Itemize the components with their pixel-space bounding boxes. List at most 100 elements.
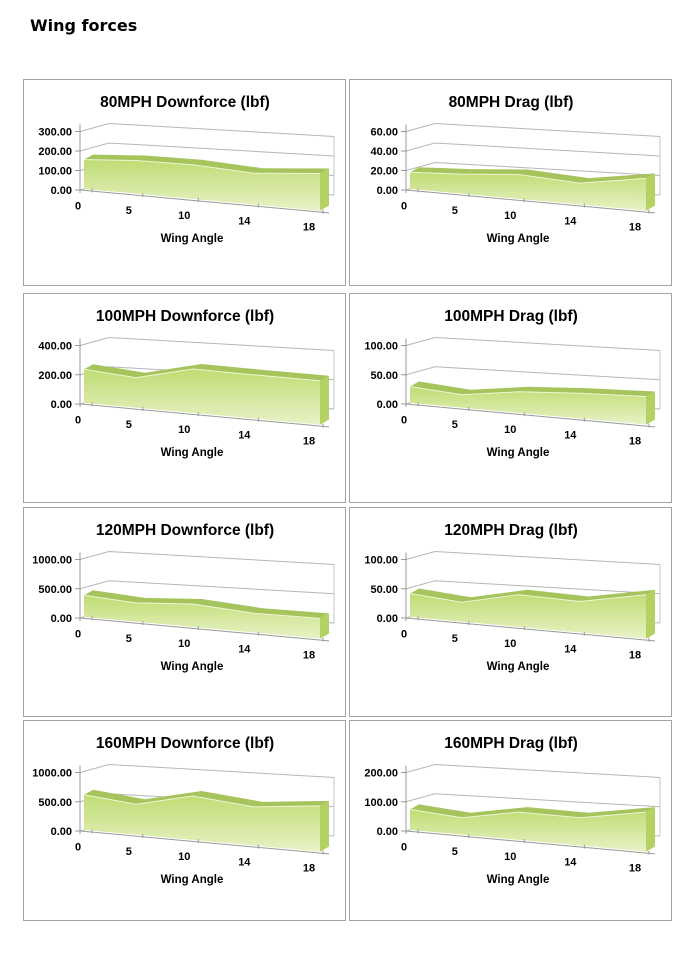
area-top-band: [410, 804, 655, 818]
y-tick-label: 200.00: [38, 146, 72, 158]
area-series: [84, 794, 320, 852]
x-axis-title: Wing Angle: [487, 447, 550, 459]
x-tick-label: 14: [238, 430, 251, 442]
x-tick-label: 5: [126, 846, 132, 858]
y-tick-label: 50.00: [370, 370, 398, 382]
x-axis-title: Wing Angle: [161, 661, 224, 673]
chart-canvas: 0.00 500.00 1000.00 0 5 10 14 18 Wing Angle 160MP…: [32, 735, 335, 886]
chart-panel-100mph-drag-lbf[interactable]: 0.00 50.00 100.00 0 5 10 14 18 Wing Angle 100MPH …: [349, 293, 672, 503]
chart-canvas: 0.00 50.00 100.00 0 5 10 14 18 Wing Angle 100MPH …: [364, 308, 661, 459]
chart-title: 80MPH Drag (lbf): [449, 94, 574, 111]
y-tick-label: 200.00: [364, 768, 398, 780]
chart-canvas: 0.00 500.00 1000.00 0 5 10 14 18 Wing Angle 120MP…: [32, 522, 335, 673]
x-axis-title: Wing Angle: [487, 661, 550, 673]
y-tick-label: 0.00: [51, 613, 72, 625]
area-series: [410, 809, 646, 852]
chart-title: 100MPH Downforce (lbf): [96, 308, 274, 325]
x-tick-label: 10: [504, 851, 516, 863]
area-side-face: [646, 391, 655, 425]
area-top-band: [410, 381, 655, 397]
chart-panel-80mph-downforce-lbf[interactable]: 0.00 100.00 200.00 300.00 0 5 10 14 18 Wing Angle…: [23, 79, 346, 286]
x-tick-label: 5: [126, 633, 132, 645]
y-tick-label: 500.00: [38, 584, 72, 596]
x-tick-label: 18: [629, 222, 641, 234]
x-tick-label: 0: [401, 628, 407, 640]
x-tick-label: 14: [564, 216, 577, 228]
chart-canvas: 0.00 100.00 200.00 0 5 10 14 18 Wing Angle 160MPH…: [364, 735, 661, 886]
y-tick-label: 0.00: [377, 613, 398, 625]
area-series: [410, 172, 646, 211]
x-tick-label: 14: [238, 644, 251, 656]
area-series: [410, 386, 646, 425]
y-tick-label: 100.00: [38, 166, 72, 178]
x-tick-label: 18: [629, 436, 641, 448]
area-side-face: [320, 800, 329, 852]
area-series: [84, 369, 320, 425]
y-tick-label: 0.00: [377, 399, 398, 411]
area-top-band: [410, 588, 655, 603]
area-series: [410, 593, 646, 639]
x-tick-label: 10: [178, 210, 190, 222]
chart-panel-160mph-drag-lbf[interactable]: 0.00 100.00 200.00 0 5 10 14 18 Wing Angle 160MPH…: [349, 720, 672, 921]
y-tick-label: 0.00: [51, 826, 72, 838]
chart-title: 100MPH Drag (lbf): [444, 308, 578, 325]
x-tick-label: 10: [178, 851, 190, 863]
chart-title: 120MPH Drag (lbf): [444, 522, 578, 539]
x-tick-label: 5: [452, 633, 458, 645]
area-top-band: [84, 154, 329, 174]
y-tick-label: 500.00: [38, 797, 72, 809]
x-tick-label: 5: [126, 419, 132, 431]
x-tick-label: 0: [401, 414, 407, 426]
y-tick-label: 60.00: [370, 127, 398, 139]
page-heading: Wing forces: [30, 16, 138, 35]
x-tick-label: 10: [178, 424, 190, 436]
x-tick-label: 18: [303, 863, 315, 875]
area-top-band: [410, 167, 655, 184]
chart-title: 160MPH Drag (lbf): [444, 735, 578, 752]
x-axis-title: Wing Angle: [487, 233, 550, 245]
y-tick-label: 20.00: [370, 166, 398, 178]
x-tick-label: 14: [564, 857, 577, 869]
x-tick-label: 0: [401, 200, 407, 212]
y-tick-label: 100.00: [364, 797, 398, 809]
chart-panel-120mph-downforce-lbf[interactable]: 0.00 500.00 1000.00 0 5 10 14 18 Wing Angle 120MP…: [23, 507, 346, 717]
y-tick-label: 200.00: [38, 370, 72, 382]
x-tick-label: 18: [629, 863, 641, 875]
y-tick-label: 1000.00: [32, 555, 72, 567]
y-tick-label: 1000.00: [32, 768, 72, 780]
y-tick-label: 0.00: [51, 399, 72, 411]
x-tick-label: 10: [178, 638, 190, 650]
chart-canvas: 0.00 200.00 400.00 0 5 10 14 18 Wing Angle 100MPH…: [38, 308, 335, 459]
y-tick-label: 300.00: [38, 127, 72, 139]
x-tick-label: 18: [303, 222, 315, 234]
area-side-face: [646, 589, 655, 639]
x-tick-label: 18: [303, 650, 315, 662]
area-top-band: [84, 590, 329, 619]
x-tick-label: 0: [75, 414, 81, 426]
x-tick-label: 0: [75, 628, 81, 640]
area-side-face: [646, 807, 655, 852]
chart-canvas: 0.00 50.00 100.00 0 5 10 14 18 Wing Angle 120MPH …: [364, 522, 661, 673]
y-tick-label: 0.00: [377, 826, 398, 838]
x-tick-label: 0: [401, 841, 407, 853]
x-tick-label: 10: [504, 424, 516, 436]
chart-panel-80mph-drag-lbf[interactable]: 0.00 20.00 40.00 60.00 0 5 10 14 18 Wing Angle 80M…: [349, 79, 672, 286]
y-tick-label: 400.00: [38, 341, 72, 353]
area-series: [84, 595, 320, 639]
chart-panel-160mph-downforce-lbf[interactable]: 0.00 500.00 1000.00 0 5 10 14 18 Wing Angle 160MP…: [23, 720, 346, 921]
y-tick-label: 50.00: [370, 584, 398, 596]
y-tick-label: 0.00: [51, 185, 72, 197]
y-tick-label: 40.00: [370, 146, 398, 158]
area-side-face: [320, 375, 329, 425]
y-tick-label: 0.00: [377, 185, 398, 197]
x-tick-label: 18: [629, 650, 641, 662]
chart-panel-100mph-downforce-lbf[interactable]: 0.00 200.00 400.00 0 5 10 14 18 Wing Angle 100MPH…: [23, 293, 346, 503]
area-series: [84, 159, 320, 211]
chart-canvas: 0.00 20.00 40.00 60.00 0 5 10 14 18 Wing Angle 80M…: [370, 94, 661, 245]
x-tick-label: 14: [238, 216, 251, 228]
chart-title: 80MPH Downforce (lbf): [100, 94, 270, 111]
chart-title: 120MPH Downforce (lbf): [96, 522, 274, 539]
chart-panel-120mph-drag-lbf[interactable]: 0.00 50.00 100.00 0 5 10 14 18 Wing Angle 120MPH …: [349, 507, 672, 717]
x-tick-label: 5: [452, 846, 458, 858]
area-side-face: [646, 173, 655, 211]
